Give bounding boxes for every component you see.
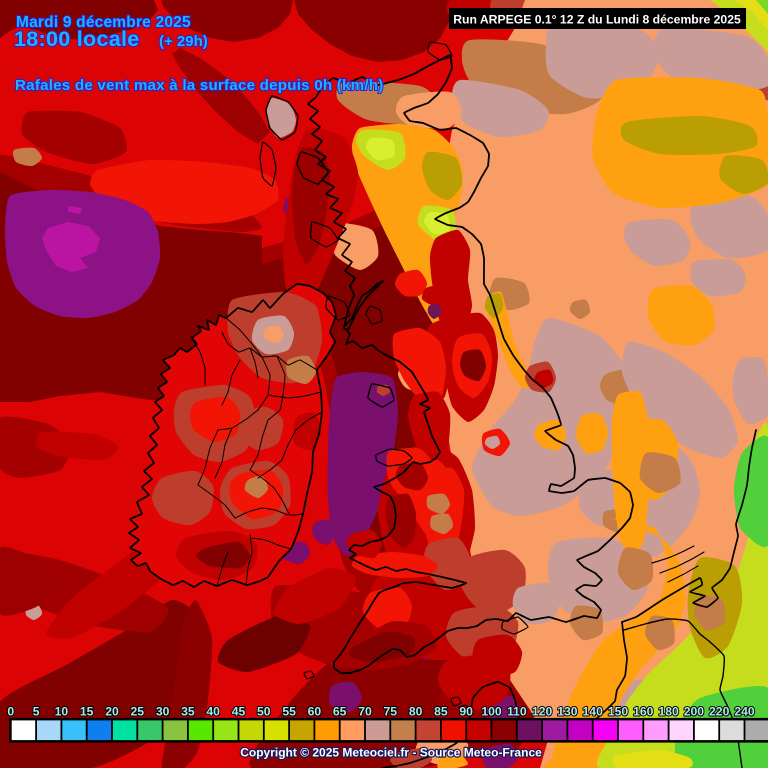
svg-text:65: 65 bbox=[333, 705, 347, 719]
svg-text:220: 220 bbox=[709, 705, 730, 719]
svg-text:240: 240 bbox=[734, 705, 755, 719]
svg-text:45: 45 bbox=[232, 705, 246, 719]
svg-text:130: 130 bbox=[557, 705, 578, 719]
svg-text:160: 160 bbox=[633, 705, 654, 719]
svg-text:130: 130 bbox=[557, 705, 578, 719]
svg-text:70: 70 bbox=[358, 705, 372, 719]
svg-text:10: 10 bbox=[55, 705, 69, 719]
svg-text:5: 5 bbox=[33, 705, 40, 719]
svg-text:0: 0 bbox=[7, 705, 14, 719]
svg-text:110: 110 bbox=[507, 705, 527, 719]
svg-text:60: 60 bbox=[308, 705, 322, 719]
svg-text:10: 10 bbox=[55, 705, 69, 719]
svg-text:40: 40 bbox=[206, 705, 220, 719]
svg-text:150: 150 bbox=[608, 705, 629, 719]
svg-text:35: 35 bbox=[181, 705, 195, 719]
svg-text:35: 35 bbox=[181, 705, 195, 719]
svg-text:180: 180 bbox=[658, 705, 679, 719]
svg-text:25: 25 bbox=[131, 705, 145, 719]
svg-text:18:00 locale: 18:00 locale bbox=[14, 27, 140, 51]
svg-text:0: 0 bbox=[7, 705, 14, 719]
svg-text:20: 20 bbox=[105, 705, 119, 719]
svg-text:85: 85 bbox=[434, 705, 448, 719]
svg-text:200: 200 bbox=[684, 705, 705, 719]
svg-text:20: 20 bbox=[105, 705, 119, 719]
svg-text:120: 120 bbox=[532, 705, 553, 719]
svg-text:5: 5 bbox=[33, 705, 40, 719]
svg-text:18:00 locale: 18:00 locale bbox=[14, 27, 140, 51]
svg-text:Copyright © 2025 Meteociel.fr: Copyright © 2025 Meteociel.fr - Source M… bbox=[240, 746, 542, 760]
svg-text:70: 70 bbox=[358, 705, 372, 719]
svg-text:180: 180 bbox=[658, 705, 679, 719]
svg-text:150: 150 bbox=[608, 705, 629, 719]
svg-text:160: 160 bbox=[633, 705, 654, 719]
svg-text:100: 100 bbox=[481, 705, 502, 719]
svg-text:200: 200 bbox=[684, 705, 705, 719]
svg-text:50: 50 bbox=[257, 705, 271, 719]
svg-text:15: 15 bbox=[80, 705, 94, 719]
svg-text:Mardi 9 décembre 2025: Mardi 9 décembre 2025 bbox=[16, 14, 191, 31]
svg-text:Run ARPEGE 0.1° 12 Z du Lundi: Run ARPEGE 0.1° 12 Z du Lundi 8 décembre… bbox=[453, 13, 741, 27]
svg-text:(+ 29h): (+ 29h) bbox=[159, 33, 208, 50]
svg-text:100: 100 bbox=[481, 705, 502, 719]
svg-text:55: 55 bbox=[282, 705, 296, 719]
svg-text:110: 110 bbox=[507, 705, 527, 719]
svg-text:140: 140 bbox=[583, 705, 604, 719]
svg-text:220: 220 bbox=[709, 705, 730, 719]
svg-text:45: 45 bbox=[232, 705, 246, 719]
svg-text:50: 50 bbox=[257, 705, 271, 719]
svg-text:25: 25 bbox=[131, 705, 145, 719]
svg-text:Mardi 9 décembre 2025: Mardi 9 décembre 2025 bbox=[16, 14, 191, 31]
svg-text:75: 75 bbox=[384, 705, 398, 719]
svg-text:240: 240 bbox=[734, 705, 755, 719]
svg-text:140: 140 bbox=[583, 705, 604, 719]
svg-text:65: 65 bbox=[333, 705, 347, 719]
svg-text:120: 120 bbox=[532, 705, 553, 719]
svg-text:(+ 29h): (+ 29h) bbox=[159, 33, 208, 50]
svg-text:85: 85 bbox=[434, 705, 448, 719]
svg-text:Rafales de vent max à la surfa: Rafales de vent max à la surface depuis … bbox=[15, 77, 384, 94]
svg-text:Copyright © 2025 Meteociel.fr: Copyright © 2025 Meteociel.fr - Source M… bbox=[240, 746, 542, 760]
svg-text:75: 75 bbox=[384, 705, 398, 719]
svg-text:55: 55 bbox=[282, 705, 296, 719]
svg-text:60: 60 bbox=[308, 705, 322, 719]
svg-text:30: 30 bbox=[156, 705, 170, 719]
svg-text:90: 90 bbox=[459, 705, 473, 719]
svg-text:90: 90 bbox=[459, 705, 473, 719]
svg-text:80: 80 bbox=[409, 705, 423, 719]
svg-text:15: 15 bbox=[80, 705, 94, 719]
svg-text:80: 80 bbox=[409, 705, 423, 719]
svg-text:30: 30 bbox=[156, 705, 170, 719]
svg-text:40: 40 bbox=[206, 705, 220, 719]
svg-text:Rafales de vent max à la surfa: Rafales de vent max à la surface depuis … bbox=[15, 77, 384, 94]
